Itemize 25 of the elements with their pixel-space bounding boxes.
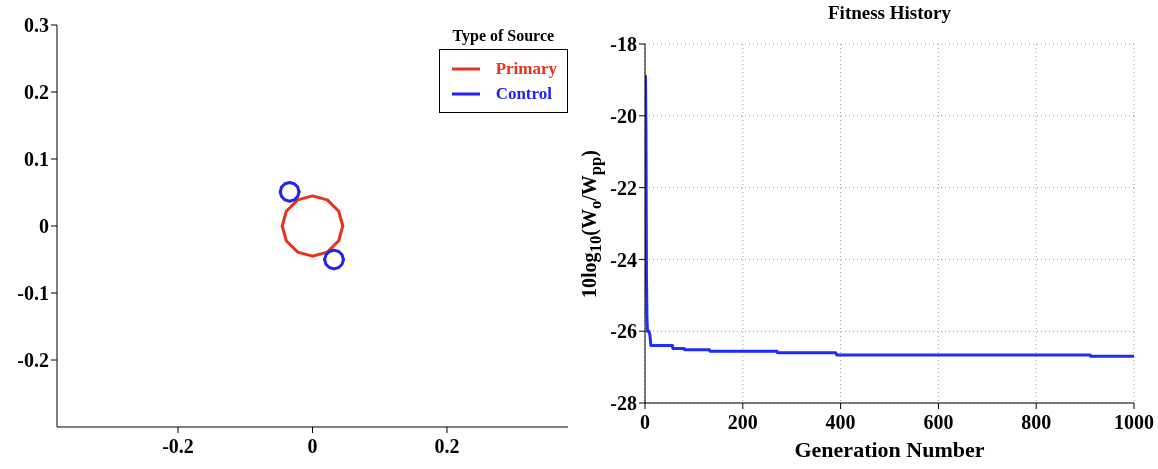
x-tick-label: 600 <box>923 411 954 434</box>
legend-label: Control <box>495 83 552 105</box>
y-tick-label: -18 <box>610 33 637 56</box>
x-tick-label: -0.2 <box>162 435 194 458</box>
y-tick-label: -0.1 <box>17 282 49 305</box>
y-tick-label: 0.3 <box>24 14 49 37</box>
x-tick-label: 200 <box>727 411 758 434</box>
x-tick-label: 800 <box>1021 411 1052 434</box>
y-tick-label: 0 <box>39 215 49 238</box>
chart-title: Fitness History <box>827 2 952 24</box>
y-tick-label: 0.2 <box>24 81 49 104</box>
x-tick-label: 1000 <box>1114 411 1154 434</box>
legend-label: Primary <box>495 58 557 80</box>
y-tick-label: -26 <box>610 320 637 343</box>
y-tick-label: 0.1 <box>24 148 49 171</box>
legend-title: Type of Source <box>451 27 556 45</box>
y-tick-label: -28 <box>610 392 637 415</box>
x-axis-title: Generation Number <box>793 437 986 463</box>
y-tick-label: -20 <box>610 104 637 127</box>
x-tick-label: 0 <box>307 435 318 458</box>
x-tick-label: 400 <box>825 411 856 434</box>
y-tick-label: -22 <box>610 176 637 199</box>
y-tick-label: -0.2 <box>17 349 49 372</box>
y-tick-label: -24 <box>610 248 637 271</box>
x-tick-label: 0.2 <box>434 435 460 458</box>
